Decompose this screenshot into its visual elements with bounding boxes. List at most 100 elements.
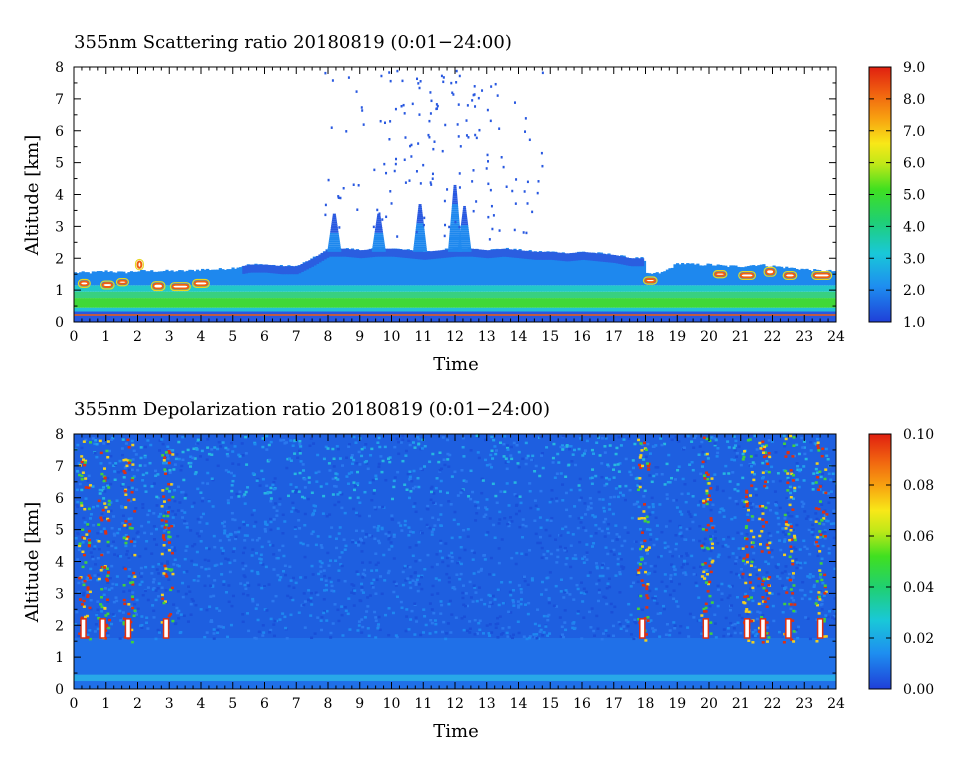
- heatmap-cell: [805, 311, 809, 322]
- heatmap-cell: [653, 311, 657, 322]
- noise-cell: [392, 590, 396, 594]
- heatmap-cell: [251, 285, 255, 292]
- noise-cell: [511, 636, 515, 640]
- noise-cell: [631, 459, 635, 462]
- heatmap-cell: [112, 272, 116, 286]
- noise-cell: [795, 462, 799, 465]
- noise-cell: [674, 498, 678, 502]
- heatmap-cell: [703, 285, 708, 292]
- heatmap-cell: [254, 263, 258, 286]
- heatmap-cell: [571, 291, 575, 299]
- noise-cell: [362, 541, 366, 545]
- noise-cell: [814, 467, 818, 471]
- noise-cell: [157, 582, 161, 585]
- noise-cell: [509, 516, 513, 519]
- heatmap-cell: [655, 272, 659, 286]
- noise-cell: [413, 485, 417, 489]
- noise-cell: [645, 528, 649, 531]
- noise-cell: [524, 603, 528, 606]
- heatmap-cell: [442, 307, 446, 312]
- heatmap-cell: [630, 311, 634, 322]
- heatmap-cell: [607, 298, 611, 308]
- noise-cell: [252, 509, 256, 512]
- noise-cell: [269, 440, 273, 444]
- noise-cell: [468, 620, 472, 623]
- heatmap-cell: [630, 307, 634, 312]
- noise-cell: [463, 615, 467, 619]
- noise-cell: [802, 479, 806, 482]
- aerosol-speckle: [419, 182, 422, 185]
- heatmap-cell: [336, 248, 340, 257]
- noise-cell: [152, 616, 156, 619]
- noise-cell: [119, 505, 123, 508]
- heatmap-cell: [541, 311, 545, 322]
- noise-cell: [261, 563, 265, 566]
- noise-cell: [176, 590, 180, 593]
- noise-cell: [294, 535, 298, 538]
- heatmap-cell: [432, 285, 436, 292]
- noise-cell: [798, 548, 802, 551]
- noise-cell: [760, 602, 764, 605]
- aerosol-speckle: [486, 108, 489, 112]
- noise-cell: [182, 614, 186, 618]
- noise-cell: [482, 515, 486, 518]
- noise-cell: [311, 530, 315, 533]
- noise-cell: [751, 589, 755, 592]
- noise-cell: [328, 535, 332, 538]
- aerosol-speckle: [458, 74, 461, 78]
- heatmap-cell: [721, 307, 725, 312]
- heatmap-cell: [615, 298, 619, 308]
- noise-cell: [376, 625, 380, 628]
- noise-cell: [648, 474, 652, 477]
- aerosol-speckle: [403, 158, 406, 162]
- heatmap-cell: [759, 264, 763, 286]
- noise-cell: [430, 621, 434, 625]
- noise-cell: [226, 448, 230, 451]
- heatmap-cell: [140, 311, 144, 322]
- noise-cell: [821, 581, 825, 585]
- noise-cell: [119, 619, 123, 622]
- heatmap-cell: [716, 291, 720, 299]
- heatmap-cell: [777, 298, 781, 308]
- noise-cell: [638, 482, 642, 486]
- noise-cell: [508, 521, 512, 524]
- heatmap-cell: [249, 311, 253, 322]
- noise-cell: [643, 489, 647, 493]
- noise-cell: [597, 591, 601, 594]
- heatmap-cell: [551, 285, 555, 292]
- noise-cell: [340, 492, 344, 496]
- heatmap-cell: [587, 298, 591, 308]
- noise-cell: [75, 469, 79, 473]
- heatmap-cell: [460, 307, 464, 312]
- noise-cell: [751, 599, 755, 603]
- heatmap-cell: [460, 248, 464, 257]
- heatmap-cell: [236, 311, 240, 322]
- heatmap-cell: [589, 298, 593, 308]
- heatmap-cell: [500, 285, 504, 292]
- noise-cell: [256, 618, 260, 622]
- noise-cell: [134, 507, 138, 510]
- heatmap-cell: [165, 269, 169, 286]
- heatmap-cell: [234, 307, 238, 312]
- heatmap-cell: [546, 298, 550, 308]
- heatmap-cell: [132, 271, 136, 286]
- noise-cell: [608, 585, 612, 589]
- heatmap-cell: [693, 307, 697, 312]
- noise-cell: [667, 453, 671, 457]
- noise-cell: [605, 476, 609, 480]
- noise-cell: [201, 496, 205, 500]
- heatmap-cell: [465, 298, 469, 308]
- noise-cell: [357, 450, 361, 454]
- convective-plume-cell: [459, 232, 470, 235]
- noise-cell: [734, 560, 738, 563]
- heatmap-cell: [472, 298, 476, 308]
- noise-cell: [211, 505, 215, 508]
- heatmap-cell: [373, 285, 377, 292]
- noise-cell: [496, 622, 500, 625]
- noise-cell: [404, 449, 408, 453]
- heatmap-cell: [152, 291, 156, 299]
- noise-cell: [159, 512, 163, 516]
- noise-cell: [799, 588, 803, 592]
- noise-cell: [748, 462, 752, 466]
- heatmap-cell: [386, 311, 390, 322]
